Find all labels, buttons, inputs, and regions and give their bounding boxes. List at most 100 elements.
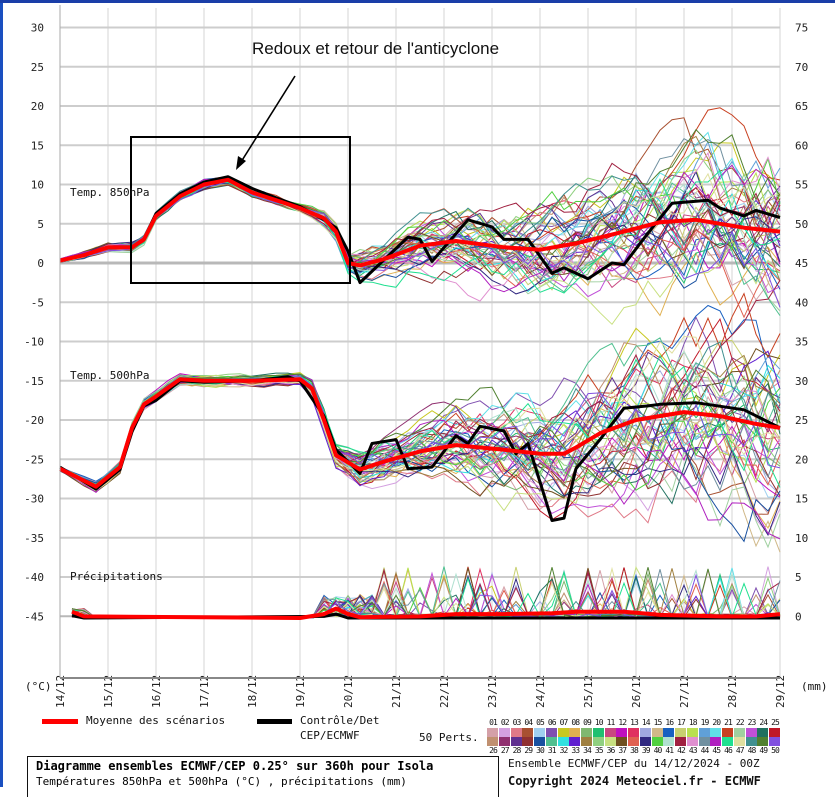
- left-tick-label: -30: [24, 493, 44, 506]
- legend-mean-label: Moyenne des scénarios: [86, 714, 226, 727]
- member-swatch-06: [545, 728, 557, 737]
- left-unit-label: (°C): [25, 680, 52, 693]
- member-swatch-33: [569, 737, 581, 746]
- mean-line-1: [59, 377, 781, 489]
- member-swatch-04: [522, 728, 534, 737]
- member-swatch-15: [651, 728, 663, 737]
- x-tick-label: 29/12: [774, 675, 787, 708]
- member-swatch-39: [639, 737, 651, 746]
- chart-subtitle: Températures 850hPa et 500hPa (°C) , pré…: [36, 775, 407, 788]
- member-swatch-27: [498, 737, 510, 746]
- left-tick-label: -25: [24, 453, 44, 466]
- member-swatch-38: [628, 737, 639, 746]
- member-swatch-09: [581, 728, 592, 737]
- member-id-label: 02: [500, 718, 510, 727]
- member-id-label: 16: [665, 718, 674, 727]
- right-tick-label: 75: [795, 22, 808, 35]
- member-swatch-34: [581, 737, 592, 746]
- member-swatch-05: [534, 728, 545, 737]
- right-tick-label: 35: [795, 336, 808, 349]
- member-line-48: [59, 175, 781, 283]
- member-swatch-26: [487, 737, 498, 746]
- grid: [59, 8, 781, 678]
- left-tick-label: 0: [37, 257, 44, 270]
- x-tick-label: 17/12: [198, 675, 211, 708]
- right-tick-label: 25: [795, 414, 808, 427]
- member-line-50: [59, 180, 781, 308]
- x-tick-label: 16/12: [150, 675, 163, 708]
- right-tick-label: 0: [795, 610, 802, 623]
- member-id-label: 47: [735, 746, 745, 755]
- left-tick-label: -35: [24, 532, 44, 545]
- panel-label-500: Temp. 500hPa: [70, 369, 150, 382]
- right-tick-label: 40: [795, 296, 808, 309]
- member-swatch-40: [651, 737, 663, 746]
- member-swatch-31: [545, 737, 557, 746]
- member-id-label: 30: [536, 746, 545, 755]
- member-id-label: 07: [559, 718, 569, 727]
- member-swatch-43: [686, 737, 698, 746]
- member-swatch-44: [698, 737, 710, 746]
- member-line-12: [59, 373, 781, 498]
- right-tick-label: 55: [795, 179, 808, 192]
- member-swatch-35: [592, 737, 604, 746]
- control-line-1: [59, 375, 781, 522]
- member-id-label: 50: [771, 746, 780, 755]
- left-tick-label: -45: [24, 610, 44, 623]
- member-id-label: 05: [536, 718, 545, 727]
- mean-line-2: [71, 606, 781, 620]
- member-id-label: 26: [489, 746, 498, 755]
- right-tick-label: 60: [795, 139, 808, 152]
- member-id-label: 03: [512, 718, 522, 727]
- member-swatch-25: [769, 728, 780, 737]
- member-swatch-22: [733, 728, 745, 737]
- left-tick-label: -10: [24, 336, 44, 349]
- right-tick-label: 70: [795, 61, 808, 74]
- x-tick-label: 23/12: [486, 675, 499, 708]
- member-swatch-13: [628, 728, 639, 737]
- member-swatch-46: [722, 737, 733, 746]
- member-swatch-41: [663, 737, 675, 746]
- member-id-label: 48: [747, 746, 757, 755]
- member-swatch-02: [498, 728, 510, 737]
- member-swatch-45: [710, 737, 722, 746]
- member-id-label: 49: [759, 746, 768, 755]
- member-id-label: 27: [500, 746, 510, 755]
- member-id-label: 36: [606, 746, 616, 755]
- member-id-label: 01: [489, 718, 498, 727]
- right-tick-label: 30: [795, 375, 808, 388]
- member-swatch-30: [534, 737, 545, 746]
- member-swatch-20: [710, 728, 722, 737]
- member-id-label: 13: [630, 718, 639, 727]
- annotation-arrow: [240, 75, 296, 163]
- member-id-label: 04: [524, 718, 533, 727]
- member-id-label: 17: [677, 718, 686, 727]
- copyright: Copyright 2024 Meteociel.fr - ECMWF: [508, 774, 761, 788]
- legend-perts-label: 50 Perts.: [419, 731, 479, 744]
- left-tick-label: 10: [31, 179, 44, 192]
- highlight-box: [130, 136, 351, 284]
- panel-label-850: Temp. 850hPa: [70, 186, 150, 199]
- member-id-label: 33: [571, 746, 580, 755]
- member-swatch-32: [557, 737, 569, 746]
- member-id-label: 43: [688, 746, 698, 755]
- member-line-23: [59, 380, 781, 515]
- chart-title: Diagramme ensembles ECMWF/CEP 0.25° sur …: [36, 759, 434, 773]
- member-id-label: 37: [618, 746, 627, 755]
- member-id-label: 40: [653, 746, 663, 755]
- member-swatch-42: [675, 737, 686, 746]
- member-id-label: 32: [559, 746, 569, 755]
- member-swatch-28: [510, 737, 522, 746]
- member-line-43: [59, 151, 781, 302]
- member-id-label: 38: [630, 746, 639, 755]
- member-id-label: 20: [712, 718, 721, 727]
- legend-control-label: Contrôle/Det: [300, 714, 380, 727]
- right-tick-label: 20: [795, 453, 808, 466]
- x-tick-label: 21/12: [390, 675, 403, 708]
- member-id-label: 29: [524, 746, 533, 755]
- left-tick-label: 15: [31, 139, 44, 152]
- x-tick-label: 26/12: [630, 675, 643, 708]
- member-id-label: 39: [641, 746, 651, 755]
- member-id-label: 15: [653, 718, 663, 727]
